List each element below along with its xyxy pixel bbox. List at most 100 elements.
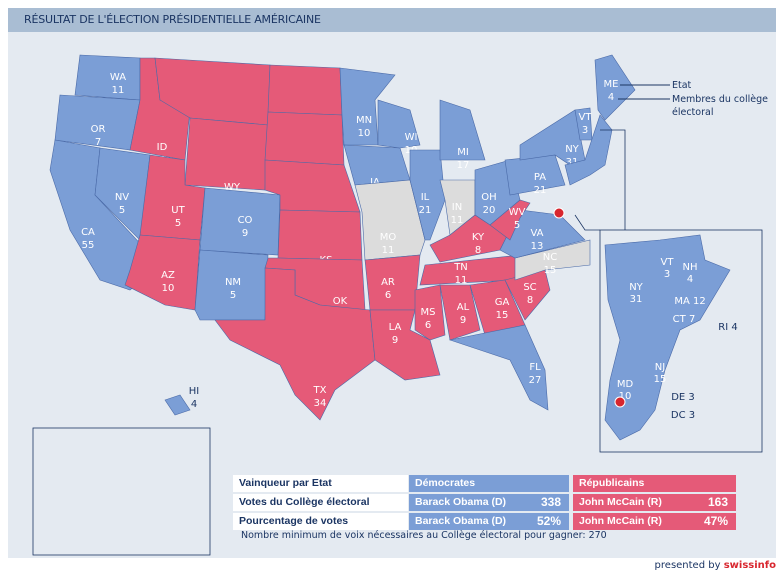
mccain-electoral: John McCain (R) 163 [573, 494, 736, 511]
row-label: Pourcentage de votes [233, 513, 408, 530]
state-votes: 21 [419, 205, 432, 216]
state-votes: 31 [630, 294, 643, 305]
inset-northeast-shape [604, 234, 731, 441]
new-england-states [564, 114, 613, 186]
state-votes: 8 [475, 245, 481, 256]
state-votes: 11 [451, 215, 464, 226]
state-shape [594, 54, 636, 121]
state-ms: MS 6 [414, 284, 446, 341]
row-label: Votes du Collège électoral [233, 494, 408, 511]
inset-state-de: DE 3 [671, 392, 695, 403]
state-la: LA 9 [369, 309, 441, 381]
legend-state-label: Etat [672, 80, 692, 91]
state-abbr: WY [224, 182, 241, 193]
inset-state-vt: VT3 [661, 257, 675, 280]
state-abbr: CA [81, 227, 95, 238]
state-al: AL 9 [439, 284, 481, 341]
dc-star-icon [553, 207, 565, 219]
credit-prefix: presented by [654, 560, 721, 571]
minimum-votes-note: Nombre minimum de voix nécessaires au Co… [241, 530, 607, 541]
state-abbr: MD [617, 379, 634, 390]
state-abbr: IN [452, 202, 462, 213]
state-votes: 11 [455, 275, 468, 286]
state-abbr: GA [495, 297, 510, 308]
state-tx: TX 34 [214, 267, 376, 421]
state-abbr: IL [421, 192, 430, 203]
republicans-header: Républicains [573, 475, 736, 492]
state-abbr: IA [370, 177, 380, 188]
credit: presented by swissinfo [655, 560, 776, 571]
state-shape [277, 209, 363, 261]
state-abbr: OH [481, 192, 496, 203]
state-abbr: TN [453, 262, 468, 273]
state-abbr: WV [509, 207, 526, 218]
state-hi: HI 4 [164, 386, 199, 416]
state-abbr: NM [225, 277, 241, 288]
state-votes: 5 [514, 220, 520, 231]
state-shape [74, 54, 141, 101]
state-abbr: VT [579, 112, 593, 123]
state-votes: 27 [529, 375, 542, 386]
legend-members-label-2: électoral [672, 107, 714, 118]
state-votes: 3 [664, 269, 670, 280]
legend-members-label: Membres du collège [672, 94, 768, 105]
state-shape [267, 64, 343, 116]
state-label: MA 12 [674, 296, 705, 307]
state-votes: 9 [392, 335, 398, 346]
state-abbr: MN [356, 115, 372, 126]
state-abbr: PA [534, 172, 546, 183]
state-votes: 11 [112, 85, 125, 96]
state-mi: MI 17 [439, 99, 486, 171]
state-shape [214, 267, 376, 421]
inset-state-dc: DC 3 [671, 410, 695, 421]
obama-electoral-votes: 338 [540, 495, 561, 509]
state-votes: 55 [82, 240, 95, 251]
state-abbr: NH [683, 262, 698, 273]
state-shape [377, 99, 421, 149]
state-shape [414, 284, 446, 341]
state-votes: 9 [460, 315, 466, 326]
state-votes: 15 [496, 310, 509, 321]
state-abbr: NC [543, 252, 557, 263]
state-votes: 20 [483, 205, 496, 216]
inset-connector [600, 129, 626, 230]
page-title: RÉSULTAT DE L'ÉLECTION PRÉSIDENTIELLE AM… [24, 13, 321, 26]
state-votes: 13 [531, 241, 544, 252]
state-votes: 8 [527, 295, 533, 306]
state-abbr: AR [381, 277, 395, 288]
candidate-name: John McCain (R) [579, 496, 662, 508]
state-me: ME 4 [594, 54, 636, 121]
state-label: CT 7 [673, 314, 696, 325]
state-votes: 10 [619, 391, 632, 402]
inset-state-ri: RI 4 [718, 322, 737, 333]
state-abbr: WA [110, 72, 126, 83]
state-abbr: WI [405, 132, 418, 143]
state-abbr: UT [171, 205, 185, 216]
state-or: OR 7 [54, 94, 141, 151]
candidate-name: John McCain (R) [579, 515, 662, 527]
row-label: Vainqueur par Etat [233, 475, 408, 492]
state-abbr: AL [457, 302, 470, 313]
democrats-header: Démocrates [409, 475, 569, 492]
state-abbr: NY [565, 144, 579, 155]
state-votes: 4 [191, 399, 197, 410]
state-ar: AR 6 [364, 254, 421, 311]
state-shape [448, 324, 549, 411]
inset-state-ma: MA 12 [674, 296, 705, 307]
state-abbr: NY [629, 282, 643, 293]
state-votes: 10 [162, 283, 175, 294]
state-abbr: ME [604, 79, 619, 90]
state-votes: 5 [175, 218, 181, 229]
state-abbr: AZ [161, 270, 175, 281]
state-votes: 21 [534, 185, 547, 196]
header-bar: RÉSULTAT DE L'ÉLECTION PRÉSIDENTIELLE AM… [8, 8, 776, 32]
state-abbr: FL [529, 362, 541, 373]
state-votes: 3 [582, 125, 588, 136]
state-votes: 4 [687, 274, 693, 285]
state-votes: 5 [230, 290, 236, 301]
state-votes: 10 [358, 128, 371, 139]
state-fl: FL 27 [448, 324, 549, 411]
state-label: DE 3 [671, 392, 695, 403]
